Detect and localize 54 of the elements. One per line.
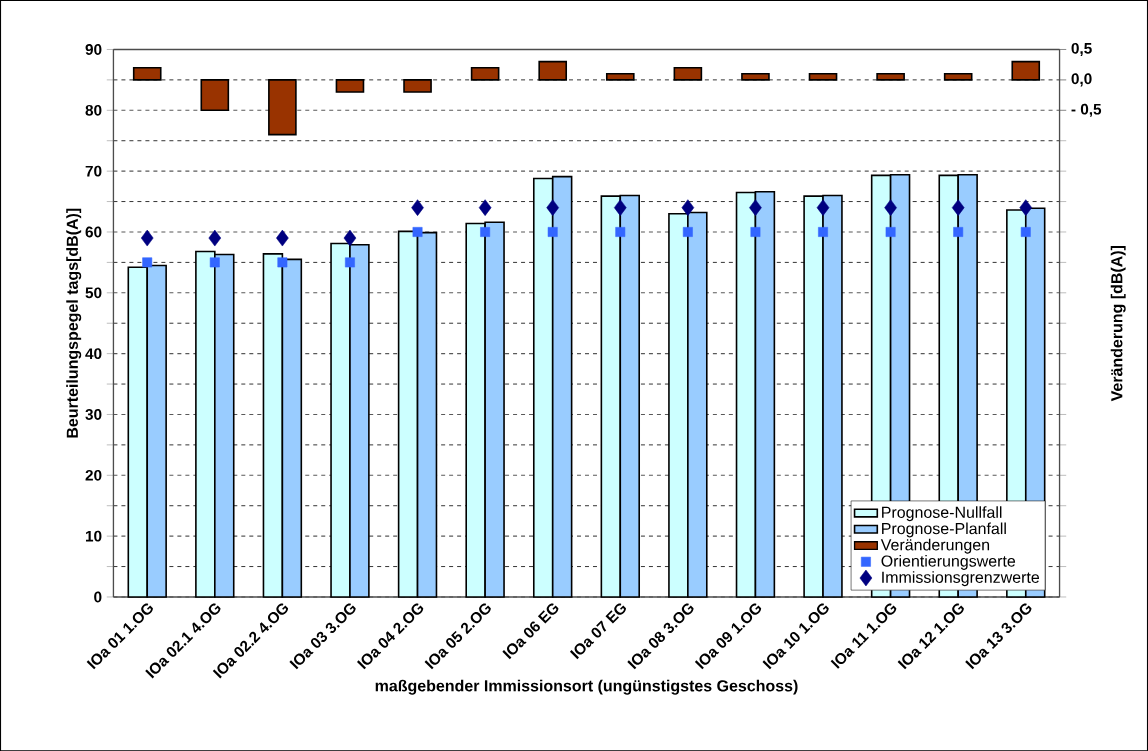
bar (268, 78, 297, 136)
point (885, 226, 896, 237)
point (412, 226, 423, 237)
y2-tick-label: 0,0 (1071, 73, 1092, 87)
point (615, 226, 626, 237)
legend-label: Prognose-Nullfall (882, 506, 1002, 521)
y-tick-label: 70 (85, 165, 102, 177)
y2-axis-title: Veränderung [dB(A)] (1110, 245, 1126, 402)
point (884, 199, 897, 216)
y-tick-label: 10 (85, 530, 102, 542)
point (277, 257, 288, 268)
bar (470, 66, 500, 81)
point (749, 199, 762, 216)
point (546, 199, 559, 216)
point (480, 226, 491, 237)
y-tick-label: 50 (85, 287, 102, 299)
point (614, 199, 627, 216)
y2-tick-label: 0,5 (1071, 42, 1092, 56)
y-tick-label: 0 (94, 591, 102, 603)
point (816, 199, 830, 216)
point (953, 226, 964, 237)
point (208, 229, 222, 247)
point (276, 229, 289, 247)
x-tick-label: IOa 07 EG (569, 603, 626, 659)
legend-label: Veränderungen (880, 538, 990, 554)
point (547, 226, 558, 237)
y-tick-label: 90 (85, 43, 102, 55)
point (818, 226, 828, 237)
legend-label: Prognose-Planfall (882, 522, 1006, 538)
point (209, 257, 220, 268)
y2-tick-label: - 0,5 (1071, 103, 1102, 117)
point (951, 199, 965, 216)
legend-label: Immissionsgrenzwerte (882, 571, 1040, 586)
point (411, 199, 424, 216)
point (1019, 199, 1033, 216)
y-axis-title: Beurteilungspegel tags[dB(A)] (66, 208, 82, 438)
point (140, 229, 154, 247)
x-axis-title: maßgebender Immissionsort (ungünstigstes Geschoss) (375, 679, 798, 695)
y-tick-label: 60 (85, 226, 102, 238)
point (1020, 226, 1031, 237)
point (682, 226, 693, 237)
y-tick-label: 40 (85, 348, 102, 359)
legend-label: Orientierungswerte (881, 554, 1016, 570)
point (343, 229, 357, 247)
y-tick-label: 30 (85, 408, 102, 420)
point (142, 257, 153, 268)
y-tick-label: 80 (85, 104, 102, 116)
x-tick-label: IOa 06 EG (502, 603, 559, 659)
y-tick-label: 20 (85, 469, 102, 481)
point (478, 199, 492, 216)
point (345, 257, 355, 268)
bar (673, 66, 703, 81)
point (681, 199, 695, 216)
point (750, 226, 761, 237)
